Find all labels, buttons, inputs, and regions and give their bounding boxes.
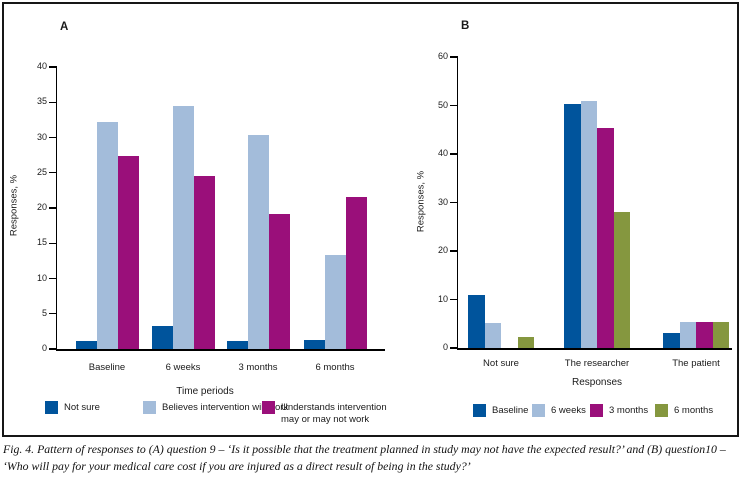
panel-b-x-axis-title: Responses	[571, 377, 623, 388]
legend-item-3-months: 3 months	[590, 404, 648, 417]
bar-not-sure-6-weeks	[151, 325, 173, 349]
legend-label-6-months: 6 months	[674, 405, 714, 416]
panel-a-plot-area: 0 5 10 15 20 25 30 35 40 Baseline 6 weeks 3 months 6…	[37, 61, 385, 373]
bar-not-sure-baseline	[75, 340, 97, 349]
bar-6-months-the-researcher	[613, 212, 630, 348]
y-tick-mark-5	[49, 313, 57, 315]
bar-3-months-the-patient	[696, 321, 713, 348]
x-category-label-6-months: 6 months	[315, 362, 355, 373]
y-tick-label-10: 10	[36, 272, 47, 283]
legend-item-6-weeks: 6 weeks	[532, 404, 586, 417]
panel-a-x-axis-title: Time periods	[176, 386, 234, 397]
bar-6-weeks-the-researcher	[580, 100, 597, 348]
bar-believes-intervention-will-work-6-months	[324, 254, 346, 349]
panel-b-plot-area: 0 10 20 30 40 50 60 Not sure The researcher The p…	[438, 51, 732, 369]
bar-baseline-the-researcher	[564, 104, 581, 348]
y-tick-label-40: 40	[36, 61, 47, 71]
y-tick-mark-40	[49, 66, 57, 68]
bar-6-months-not-sure	[517, 336, 534, 348]
x-axis-line	[55, 348, 385, 351]
y-tick-label-60: 60	[437, 51, 448, 61]
legend-swatch-6-weeks	[532, 404, 545, 417]
panel-b-label: B	[461, 20, 470, 32]
bar-not-sure-3-months	[226, 340, 248, 349]
x-axis-line	[456, 347, 732, 350]
bar-3-months-the-researcher	[597, 127, 614, 348]
legend-item-6-months: 6 months	[655, 404, 713, 417]
bar-6-weeks-the-patient	[679, 321, 696, 348]
y-tick-label-30: 30	[36, 131, 47, 142]
legend-label-baseline: Baseline	[492, 405, 529, 416]
bar-understands-intervention-may-or-may-not-work-6-weeks	[193, 176, 215, 349]
legend-item-not-sure: Not sure	[45, 401, 100, 414]
y-tick-mark-50	[450, 104, 458, 107]
y-tick-label-5: 5	[41, 307, 47, 318]
y-tick-label-20: 20	[36, 202, 47, 212]
x-category-label-3-months: 3 months	[238, 362, 278, 373]
bar-not-sure-6-months	[303, 339, 325, 349]
y-tick-label-10: 10	[437, 293, 448, 304]
legend-item-believes-intervention-will-work: Believes intervention will work	[143, 401, 288, 414]
y-tick-mark-10	[450, 298, 458, 301]
legend-label-6-weeks: 6 weeks	[551, 405, 586, 416]
legend-item-baseline: Baseline	[473, 404, 528, 417]
figure-caption: Fig. 4. Pattern of responses to (A) ques…	[3, 442, 726, 473]
legend-swatch-believes-intervention-will-work	[143, 401, 156, 414]
y-tick-mark-35	[49, 101, 57, 103]
y-tick-mark-0	[450, 347, 458, 349]
y-tick-mark-20	[450, 250, 458, 252]
panel-b-legend: Baseline 6 weeks 3 months 6 months	[473, 404, 733, 422]
x-category-label-6-weeks: 6 weeks	[165, 362, 201, 373]
y-tick-mark-30	[49, 136, 57, 139]
bar-understands-intervention-may-or-may-not-work-3-months	[268, 213, 290, 349]
legend-label-not-sure: Not sure	[64, 402, 100, 413]
y-tick-label-0: 0	[442, 342, 448, 352]
x-category-label-not-sure: Not sure	[483, 358, 519, 369]
bar-6-weeks-not-sure	[484, 322, 501, 348]
bar-understands-intervention-may-or-may-not-work-6-months	[345, 197, 367, 349]
y-tick-label-0: 0	[41, 343, 47, 353]
bar-baseline-the-patient	[663, 332, 680, 348]
x-category-label-the-patient: The patient	[672, 358, 720, 369]
legend-label-believes-intervention-will-work: Believes intervention will work	[162, 402, 289, 413]
legend-swatch-3-months	[590, 404, 603, 417]
y-tick-label-25: 25	[36, 166, 47, 177]
panel-a-legend: Not sure Believes intervention will work U…	[45, 401, 445, 433]
bar-believes-intervention-will-work-6-weeks	[172, 106, 194, 349]
y-tick-label-35: 35	[36, 96, 47, 107]
y-tick-mark-25	[49, 172, 57, 174]
y-tick-label-15: 15	[36, 237, 47, 248]
legend-label-understands-intervention-may-or-may-not-work: Understands intervention may or may not …	[281, 402, 387, 426]
x-category-label-the-researcher: The researcher	[564, 358, 630, 369]
y-tick-label-30: 30	[437, 196, 448, 207]
legend-swatch-understands-intervention-may-or-may-not-work	[262, 401, 275, 414]
legend-swatch-not-sure	[45, 401, 58, 414]
y-tick-mark-60	[450, 56, 458, 58]
y-tick-mark-0	[49, 348, 57, 350]
y-tick-label-20: 20	[437, 245, 448, 255]
bar-6-months-the-patient	[712, 321, 729, 348]
legend-item-understands-intervention-may-or-may-not-work: Understands intervention may or may not …	[262, 401, 407, 427]
bar-understands-intervention-may-or-may-not-work-baseline	[117, 155, 139, 349]
y-tick-mark-30	[450, 201, 458, 204]
bar-believes-intervention-will-work-baseline	[96, 122, 118, 349]
panel-a-label: A	[60, 21, 69, 33]
x-category-label-baseline: Baseline	[88, 362, 126, 373]
y-tick-mark-15	[49, 242, 57, 244]
bar-believes-intervention-will-work-3-months	[247, 134, 269, 349]
y-tick-mark-40	[450, 153, 458, 155]
y-tick-label-40: 40	[437, 148, 448, 158]
y-tick-mark-20	[49, 207, 57, 209]
legend-label-3-months: 3 months	[609, 405, 649, 416]
y-tick-mark-10	[49, 277, 57, 280]
legend-swatch-6-months	[655, 404, 668, 417]
bar-baseline-not-sure	[468, 294, 485, 348]
legend-swatch-baseline	[473, 404, 486, 417]
y-tick-label-50: 50	[437, 99, 448, 110]
